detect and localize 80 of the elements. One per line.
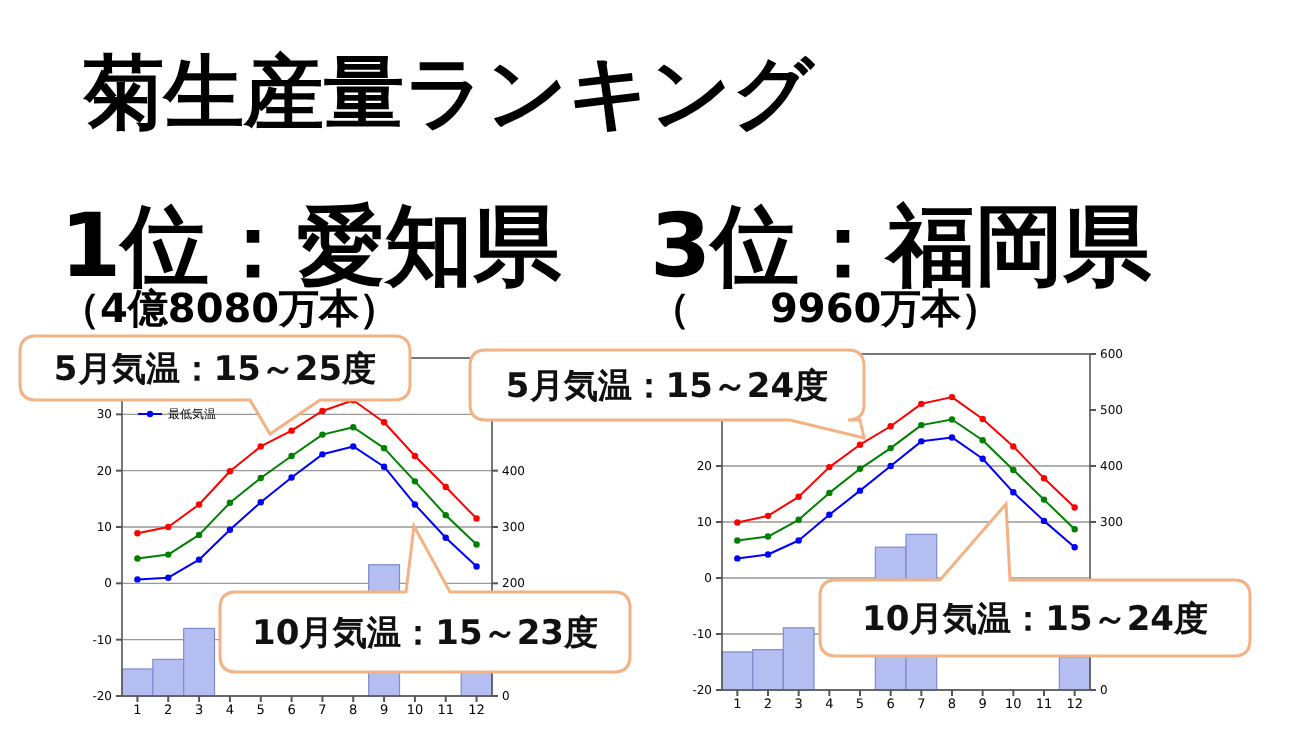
point (319, 451, 326, 458)
point (734, 519, 741, 526)
point (134, 555, 141, 562)
point (795, 493, 802, 500)
point (165, 523, 172, 531)
point (195, 531, 203, 539)
point (1040, 475, 1048, 482)
point (764, 551, 772, 558)
point (887, 462, 894, 470)
point (948, 416, 956, 423)
point (764, 512, 772, 520)
point (887, 444, 894, 452)
point (1040, 496, 1048, 503)
point (1071, 544, 1078, 551)
point (473, 563, 480, 570)
point (257, 474, 264, 482)
point (795, 516, 802, 523)
point (918, 400, 925, 408)
point (257, 443, 264, 450)
point (887, 423, 894, 430)
line-series (134, 424, 480, 562)
point (411, 478, 419, 485)
point (948, 434, 956, 441)
point (979, 455, 986, 462)
point (764, 533, 772, 540)
point (826, 511, 833, 518)
point (288, 474, 295, 481)
point (1071, 504, 1078, 511)
point (442, 534, 449, 541)
point (195, 501, 203, 508)
point (918, 421, 925, 429)
point (734, 555, 741, 562)
point (380, 463, 388, 470)
point (442, 483, 449, 491)
line-series (734, 434, 1078, 562)
point (856, 441, 864, 448)
point (1071, 526, 1078, 533)
line-series (134, 443, 480, 583)
point (856, 465, 864, 472)
point (288, 427, 295, 434)
point (473, 515, 480, 522)
point (319, 407, 326, 415)
point (979, 437, 986, 444)
point (350, 443, 357, 450)
annotation: 5月気温：15～24度 (505, 367, 829, 407)
point (1010, 489, 1017, 496)
text: 菊生産量ランキング (82, 48, 816, 140)
annotation: 10月気温：15～23度 (252, 614, 598, 654)
point (979, 415, 986, 423)
point (411, 501, 419, 508)
point (826, 463, 833, 471)
point (226, 526, 234, 534)
point (134, 530, 141, 537)
point (856, 487, 864, 494)
point (795, 537, 802, 544)
point (195, 556, 203, 563)
point (134, 576, 141, 583)
point (1040, 517, 1048, 525)
point (319, 431, 326, 438)
point (1010, 466, 1017, 474)
point (226, 468, 234, 475)
point (826, 489, 833, 497)
point (1010, 443, 1017, 450)
point (257, 499, 264, 506)
point (411, 452, 419, 460)
annotation: 5月気温：15～25度 (53, 350, 377, 390)
annotation: 10月気温：15～24度 (862, 600, 1208, 640)
point (226, 499, 234, 506)
point (165, 574, 172, 581)
point (165, 551, 172, 558)
point (918, 438, 925, 445)
point (948, 393, 956, 401)
point (473, 541, 480, 548)
point (380, 419, 388, 426)
point (288, 452, 295, 460)
point (380, 444, 388, 452)
point (350, 424, 357, 431)
line-series (734, 416, 1078, 544)
point (734, 537, 741, 544)
point (442, 511, 449, 519)
